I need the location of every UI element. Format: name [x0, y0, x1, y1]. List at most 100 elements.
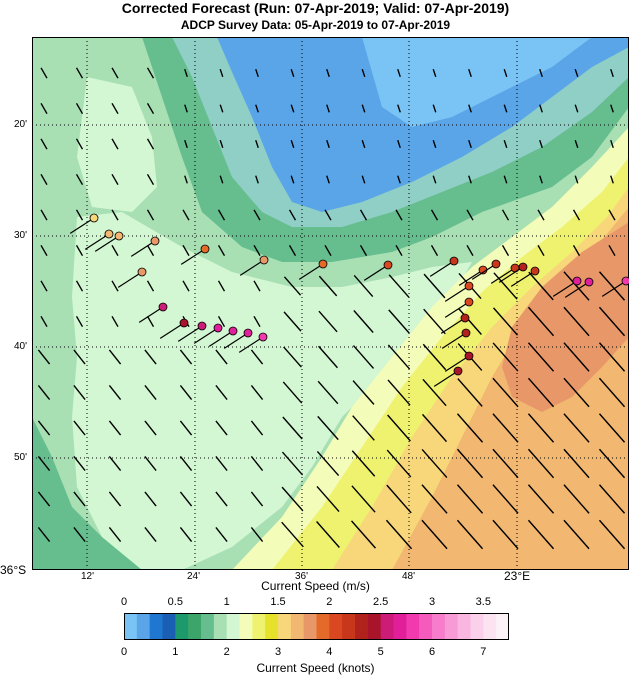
- current-arrow: [215, 385, 228, 400]
- current-arrow: [598, 377, 626, 408]
- colorbar-tick: 4: [326, 646, 333, 658]
- observation-stick: [552, 280, 578, 297]
- observation-stick: [193, 327, 219, 344]
- current-arrow: [456, 448, 484, 479]
- current-arrow: [563, 377, 590, 408]
- current-arrow: [288, 209, 297, 221]
- current-arrow: [492, 342, 519, 372]
- current-arrow: [215, 527, 228, 542]
- current-arrow: [527, 377, 555, 408]
- current-arrow: [219, 68, 224, 78]
- observation-dot: [104, 229, 114, 239]
- current-arrow: [397, 104, 401, 113]
- current-arrow: [182, 244, 190, 257]
- colorbar-tick: 0: [120, 646, 128, 658]
- current-arrow: [250, 420, 264, 436]
- observation-stick: [180, 248, 206, 265]
- colorbar-swatch: [419, 613, 433, 640]
- observation-dot: [621, 276, 629, 286]
- observation-stick: [238, 336, 264, 353]
- observation-dot: [449, 256, 459, 266]
- colorbar-tick: 3: [274, 646, 282, 658]
- current-arrow: [144, 385, 157, 400]
- speed-band-west: [32, 37, 92, 497]
- observation-dot: [572, 276, 582, 286]
- current-arrow: [253, 280, 261, 292]
- current-arrow: [598, 484, 626, 514]
- current-arrow: [250, 385, 264, 400]
- current-arrow: [397, 175, 401, 184]
- observation-stick: [298, 263, 324, 280]
- current-arrow: [219, 104, 224, 113]
- colorbar-swatch: [149, 613, 163, 640]
- current-arrow: [563, 448, 590, 479]
- current-arrow: [217, 209, 226, 221]
- current-arrow: [395, 244, 403, 257]
- current-arrow: [527, 342, 555, 372]
- colorbar-swatch: [252, 613, 266, 640]
- current-arrow: [388, 309, 410, 334]
- current-arrow: [421, 448, 448, 479]
- current-arrow: [432, 139, 437, 149]
- current-arrow: [40, 209, 48, 221]
- current-arrow: [397, 139, 401, 149]
- current-arrow: [144, 527, 157, 542]
- observation-stick: [159, 322, 185, 339]
- colorbar-swatch: [355, 613, 369, 640]
- current-arrow: [318, 345, 338, 369]
- current-arrow: [539, 104, 543, 113]
- current-arrow: [73, 420, 86, 436]
- current-arrow: [37, 527, 51, 542]
- current-arrow: [215, 491, 228, 507]
- observation-stick: [458, 269, 484, 286]
- colorbar-swatch: [303, 613, 317, 640]
- observation-stick: [208, 330, 234, 347]
- current-arrow: [283, 276, 302, 296]
- current-arrow: [316, 521, 340, 548]
- current-arrow: [395, 209, 403, 221]
- observation-dot: [259, 255, 269, 265]
- current-arrow: [430, 244, 439, 257]
- colorbar-swatch: [380, 613, 394, 640]
- current-arrow: [250, 349, 264, 365]
- current-arrow: [361, 139, 366, 149]
- colorbar-swatch: [278, 613, 292, 640]
- current-arrow: [537, 244, 545, 257]
- current-arrow: [598, 519, 626, 550]
- current-arrow: [456, 484, 484, 514]
- current-arrow: [217, 244, 226, 257]
- current-arrow: [574, 104, 579, 113]
- current-arrow: [324, 244, 332, 257]
- observation-stick: [117, 271, 143, 288]
- colorbar-tick: 1.5: [270, 596, 286, 608]
- current-arrow: [40, 138, 48, 150]
- observation-dot: [243, 328, 253, 338]
- map-subtitle: ADCP Survey Data: 05-Apr-2019 to 07-Apr-…: [180, 18, 451, 32]
- current-arrow: [217, 280, 226, 292]
- current-arrow: [352, 415, 375, 441]
- colorbar-swatch: [265, 613, 279, 640]
- current-arrow: [326, 68, 330, 78]
- current-arrow: [75, 138, 84, 150]
- current-arrow: [179, 385, 193, 400]
- colorbar-tick: 1: [172, 646, 179, 658]
- observation-dot: [150, 236, 160, 246]
- current-arrow: [598, 271, 626, 301]
- current-arrow: [146, 67, 155, 79]
- current-arrow: [281, 521, 304, 548]
- lon-label-23e: 23°E: [504, 569, 531, 583]
- colorbar-swatch: [136, 613, 151, 640]
- current-arrow: [361, 175, 366, 184]
- current-arrow: [179, 420, 193, 436]
- current-arrow: [111, 315, 119, 328]
- current-arrow: [503, 68, 508, 78]
- current-arrow: [353, 310, 374, 333]
- current-arrow: [144, 456, 157, 471]
- colorbar-tick: 0.5: [167, 596, 183, 608]
- current-arrow: [37, 385, 51, 400]
- current-arrow: [432, 104, 437, 113]
- current-arrow: [253, 315, 261, 328]
- current-arrow: [572, 244, 581, 257]
- current-arrow: [146, 138, 155, 150]
- current-arrow: [144, 349, 157, 365]
